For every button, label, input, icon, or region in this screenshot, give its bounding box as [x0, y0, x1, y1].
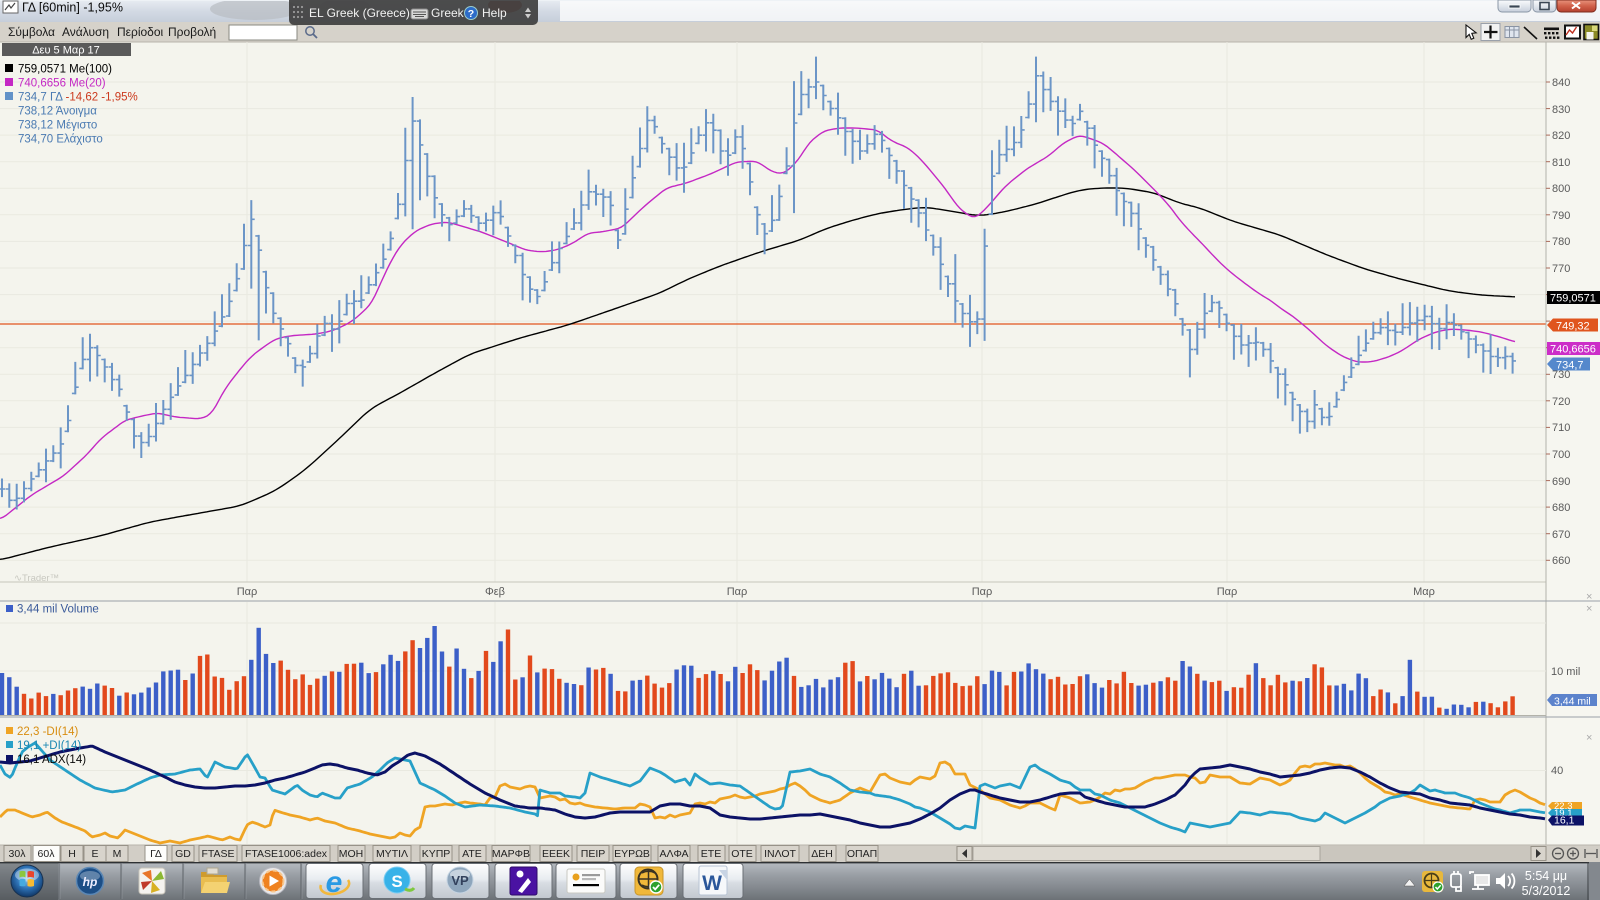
svg-text:VP: VP — [451, 873, 469, 888]
svg-text:759,0571 Me(100): 759,0571 Me(100) — [18, 64, 112, 76]
svg-text:Σύμβολα: Σύμβολα — [8, 25, 55, 39]
svg-text:ΔΕΗ: ΔΕΗ — [811, 848, 833, 860]
svg-text:Παρ: Παρ — [1217, 586, 1238, 598]
svg-text:710: 710 — [1552, 422, 1570, 434]
svg-text:660: 660 — [1552, 555, 1570, 567]
svg-text:W: W — [702, 872, 722, 895]
svg-text:16,1: 16,1 — [1554, 815, 1575, 827]
svg-text:830: 830 — [1552, 104, 1570, 116]
svg-text:770: 770 — [1552, 263, 1570, 275]
svg-text:Παρ: Παρ — [237, 586, 258, 598]
svg-text:60λ: 60λ — [38, 848, 56, 860]
svg-text:5/3/2012: 5/3/2012 — [1522, 884, 1571, 898]
svg-text:Greek: Greek — [431, 6, 465, 20]
svg-text:×: × — [1586, 603, 1592, 615]
svg-text:ΕΕΕΚ: ΕΕΕΚ — [542, 848, 570, 860]
svg-text:ΑΤΕ: ΑΤΕ — [462, 848, 482, 860]
svg-text:820: 820 — [1552, 130, 1570, 142]
svg-text:690: 690 — [1552, 476, 1570, 488]
svg-text:ΚΥΠΡ: ΚΥΠΡ — [422, 848, 451, 860]
svg-text:×: × — [1586, 732, 1592, 744]
svg-text:GD: GD — [175, 848, 191, 860]
svg-text:840: 840 — [1552, 77, 1570, 89]
svg-text:?: ? — [468, 8, 474, 20]
svg-text:ΑΛΦΑ: ΑΛΦΑ — [659, 848, 688, 860]
svg-text:740,6656: 740,6656 — [1550, 344, 1596, 356]
svg-text:Ανάλυση: Ανάλυση — [62, 25, 109, 39]
svg-text:Παρ: Παρ — [972, 586, 993, 598]
svg-text:22,3: 22,3 — [1554, 801, 1573, 812]
svg-text:3,44 mil: 3,44 mil — [1554, 696, 1591, 708]
svg-text:670: 670 — [1552, 529, 1570, 541]
svg-text:×: × — [1586, 591, 1592, 603]
svg-text:Μαρ: Μαρ — [1413, 586, 1435, 598]
svg-text:Προβολή: Προβολή — [168, 25, 216, 39]
svg-text:ΜΟΗ: ΜΟΗ — [339, 848, 364, 860]
svg-text:ΓΔ: ΓΔ — [150, 848, 162, 860]
svg-text:e: e — [326, 866, 343, 899]
svg-text:734,70 Ελάχιστο: 734,70 Ελάχιστο — [18, 134, 103, 146]
svg-text:5:54 μμ: 5:54 μμ — [1525, 869, 1567, 883]
svg-text:700: 700 — [1552, 449, 1570, 461]
svg-text:3,44 mil Volume: 3,44 mil Volume — [17, 604, 99, 616]
svg-text:Ε: Ε — [91, 848, 98, 860]
svg-text:ΙΝΛΟΤ: ΙΝΛΟΤ — [764, 848, 796, 860]
svg-text:Περίοδοι: Περίοδοι — [117, 25, 164, 39]
svg-text:680: 680 — [1552, 502, 1570, 514]
svg-text:ΓΔ [60min] -1,95%: ΓΔ [60min] -1,95% — [22, 1, 123, 15]
svg-text:∿Trader™: ∿Trader™ — [14, 573, 59, 584]
svg-text:FTASE1006:adex: FTASE1006:adex — [245, 848, 328, 860]
svg-text:720: 720 — [1552, 396, 1570, 408]
svg-text:Δευ 5 Μαρ 17: Δευ 5 Μαρ 17 — [32, 45, 100, 57]
svg-text:730: 730 — [1552, 369, 1570, 381]
svg-text:ΟΤΕ: ΟΤΕ — [731, 848, 753, 860]
svg-text:EL Greek (Greece): EL Greek (Greece) — [309, 6, 410, 20]
svg-text:738,12 Άνοιγμα: 738,12 Άνοιγμα — [18, 106, 97, 118]
svg-text:738,12 Μέγιστο: 738,12 Μέγιστο — [18, 120, 97, 132]
svg-text:734,7: 734,7 — [1556, 360, 1584, 372]
svg-text:ΟΠΑΠ: ΟΠΑΠ — [847, 848, 877, 860]
svg-text:Φεβ: Φεβ — [485, 586, 505, 598]
svg-text:FTASE: FTASE — [201, 848, 234, 860]
svg-text:ΠΕΙΡ: ΠΕΙΡ — [581, 848, 606, 860]
svg-text:734,7 ΓΔ -14,62 -1,95%: 734,7 ΓΔ -14,62 -1,95% — [18, 92, 138, 104]
svg-text:759,0571: 759,0571 — [1550, 293, 1596, 305]
svg-text:ΕΤΕ: ΕΤΕ — [701, 848, 721, 860]
svg-text:16,1 ADX(14): 16,1 ADX(14) — [17, 754, 86, 766]
svg-text:Μ: Μ — [113, 848, 122, 860]
svg-text:30λ: 30λ — [9, 848, 27, 860]
svg-text:22,3 -DI(14): 22,3 -DI(14) — [17, 726, 79, 738]
svg-text:ΕΥΡΩΒ: ΕΥΡΩΒ — [614, 848, 650, 860]
svg-text:740,6656 Me(20): 740,6656 Me(20) — [18, 78, 106, 90]
svg-text:749,32: 749,32 — [1556, 321, 1590, 333]
svg-text:S: S — [391, 872, 402, 891]
svg-text:hp: hp — [83, 875, 98, 889]
svg-text:19,1: 19,1 — [1554, 808, 1573, 819]
svg-text:790: 790 — [1552, 210, 1570, 222]
svg-text:810: 810 — [1552, 157, 1570, 169]
svg-text:Help: Help — [482, 6, 507, 20]
svg-text:10 mil: 10 mil — [1551, 666, 1580, 678]
svg-text:Η: Η — [68, 848, 76, 860]
svg-text:Παρ: Παρ — [727, 586, 748, 598]
svg-text:800: 800 — [1552, 183, 1570, 195]
svg-text:780: 780 — [1552, 236, 1570, 248]
svg-text:40: 40 — [1551, 765, 1563, 777]
svg-text:19,1 +DI(14): 19,1 +DI(14) — [17, 740, 81, 752]
svg-text:ΜΥΤΙΛ: ΜΥΤΙΛ — [376, 848, 408, 860]
svg-text:ΜΑΡΦΒ: ΜΑΡΦΒ — [492, 848, 530, 860]
